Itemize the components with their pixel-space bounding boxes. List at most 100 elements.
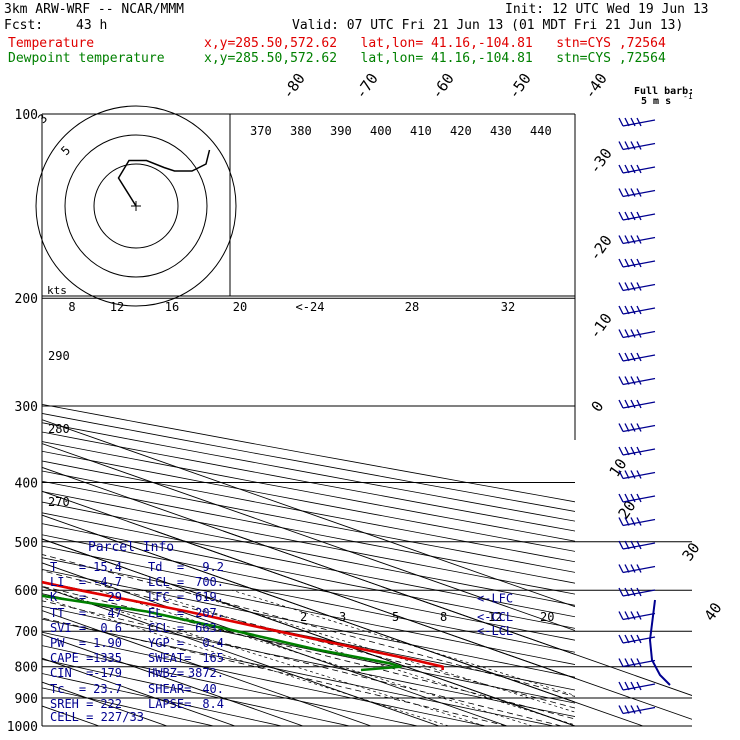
dry-adiabat bbox=[42, 557, 575, 665]
mixing-ratio-label: 20 bbox=[540, 610, 554, 624]
dry-adiabat bbox=[42, 470, 575, 573]
temperature-legend: Temperature bbox=[8, 36, 95, 51]
parcel-info-cell: SVI = bbox=[50, 620, 87, 635]
parcel-cell-motion: CELL = 227/33 bbox=[50, 710, 144, 724]
pressure-label-600: 600 bbox=[15, 584, 38, 599]
isotherm-outer bbox=[86, 530, 644, 727]
wind-barb bbox=[618, 470, 656, 480]
parcel-info-cell: CAPE = bbox=[50, 651, 94, 666]
barb-key-label: Full barb: bbox=[634, 86, 695, 97]
hodograph-ring-label: 3 bbox=[35, 111, 50, 126]
parcel-info-cell: SREH = bbox=[50, 696, 94, 711]
valid-time: Valid: 07 UTC Fri 21 Jun 13 (01 MDT Fri … bbox=[292, 18, 684, 33]
wind-barb bbox=[618, 352, 656, 362]
parcel-level-marker: <-LFC bbox=[477, 592, 513, 606]
parcel-info-cell: SHEAR= bbox=[148, 681, 192, 696]
low-level-wind-barbs bbox=[648, 599, 671, 686]
parcel-info-cell: LAPSE= bbox=[148, 696, 192, 711]
theta-label-left: 290 bbox=[48, 349, 70, 363]
wind-barb bbox=[618, 611, 656, 621]
parcel-info-cell: 15.4 bbox=[93, 560, 122, 574]
parcel-info-cell: 29 bbox=[107, 590, 122, 605]
wind-barb bbox=[618, 587, 656, 597]
isotherm bbox=[42, 562, 508, 726]
theta-label: 370 bbox=[250, 124, 272, 138]
pressure-label-1000: 1000 bbox=[7, 720, 38, 735]
theta-label-left: 270 bbox=[48, 495, 70, 509]
pressure-label-200: 200 bbox=[15, 292, 38, 307]
pressure-label-100: 100 bbox=[15, 108, 38, 123]
temperature-tick-label: 30 bbox=[679, 539, 704, 564]
init-time: Init: 12 UTC Wed 19 Jun 13 bbox=[505, 2, 709, 17]
wind-barb bbox=[618, 517, 656, 527]
isotherm bbox=[42, 610, 372, 726]
pressure-label-300: 300 bbox=[15, 400, 38, 415]
wind-barb bbox=[618, 446, 656, 456]
pressure-label-900: 900 bbox=[15, 692, 38, 707]
dry-adiabat bbox=[42, 631, 486, 726]
parcel-info-title: Parcel Info bbox=[88, 540, 175, 555]
temperature-tick-label: 40 bbox=[701, 599, 726, 624]
parcel-info-cell: 23.7 bbox=[93, 681, 122, 696]
parcel-info-cell: 0.4 bbox=[202, 636, 224, 650]
wind-barb bbox=[618, 258, 656, 268]
dry-adiabat bbox=[42, 593, 575, 704]
parcel-info-cell: 222 bbox=[100, 696, 122, 711]
parcel-info-cell: -4.7 bbox=[93, 575, 122, 590]
forecast-hours: 43 h bbox=[76, 18, 108, 33]
hodograph-trace bbox=[117, 149, 211, 207]
parcel-info-cell: PW = bbox=[50, 636, 87, 650]
barb-key-exponent: -1 bbox=[683, 92, 693, 101]
theta-label: 410 bbox=[410, 124, 432, 138]
pressure-label-700: 700 bbox=[15, 625, 38, 640]
temperature-tick-label: -20 bbox=[586, 232, 616, 265]
mixing-ratio-label: 5 bbox=[392, 610, 399, 624]
temperature-tick-label: 10 bbox=[606, 455, 631, 480]
wind-barb bbox=[618, 211, 656, 221]
parcel-info-cell: 1335 bbox=[93, 651, 122, 666]
wind-barb bbox=[618, 658, 656, 668]
parcel-info-cell: 3872. bbox=[187, 666, 224, 681]
temperature-tick-label: -70 bbox=[352, 70, 382, 103]
dry-adiabat bbox=[42, 618, 554, 726]
isotherm bbox=[42, 419, 575, 608]
hodograph-ring bbox=[93, 163, 179, 249]
parcel-info-cell: LFC = bbox=[148, 590, 185, 605]
dry-adiabat bbox=[42, 658, 350, 726]
wind-barb bbox=[618, 493, 656, 503]
theta-label: 380 bbox=[290, 124, 312, 138]
pressure-label-400: 400 bbox=[15, 476, 38, 491]
model-title: 3km ARW-WRF -- NCAR/MMM bbox=[4, 2, 185, 17]
dry-adiabat bbox=[42, 545, 575, 653]
wind-barb bbox=[618, 376, 656, 386]
dry-adiabat bbox=[42, 491, 575, 595]
dewpoint-trace bbox=[42, 594, 402, 672]
pressure-label-500: 500 bbox=[15, 536, 38, 551]
temperature-tick-label: -60 bbox=[428, 70, 458, 103]
wind-speed-axis-label: 32 bbox=[501, 300, 515, 314]
parcel-info-cell: 165 bbox=[202, 651, 224, 666]
parcel-info-cell: T = bbox=[50, 560, 87, 574]
wind-speed-axis-label: 12 bbox=[110, 300, 124, 314]
hodograph-ring bbox=[35, 105, 237, 307]
parcel-info-cell: TT = bbox=[50, 605, 87, 620]
dry-adiabat bbox=[42, 581, 575, 691]
wind-speed-axis-label: <-24 bbox=[296, 300, 325, 314]
mixing-ratio-label: 12 bbox=[488, 610, 502, 624]
wind-barb bbox=[618, 564, 656, 574]
parcel-info-cell: 0.6 bbox=[100, 620, 122, 635]
mixing-ratio-label: 3 bbox=[339, 610, 346, 624]
wind-speed-axis-label: 16 bbox=[165, 300, 179, 314]
wind-speed-axis-label: 20 bbox=[233, 300, 247, 314]
temperature-tick-label: -30 bbox=[586, 145, 616, 178]
parcel-info-cell: 40. bbox=[202, 681, 224, 696]
parcel-info-cell: CCL = bbox=[148, 620, 185, 635]
dry-adiabat bbox=[42, 605, 575, 717]
dry-adiabat bbox=[42, 480, 575, 584]
pressure-label-800: 800 bbox=[15, 661, 38, 676]
wind-barb bbox=[618, 141, 656, 151]
parcel-info-cell: Td = bbox=[148, 560, 185, 574]
parcel-info-cell: 1.90 bbox=[93, 636, 122, 650]
wind-barb bbox=[618, 705, 656, 715]
